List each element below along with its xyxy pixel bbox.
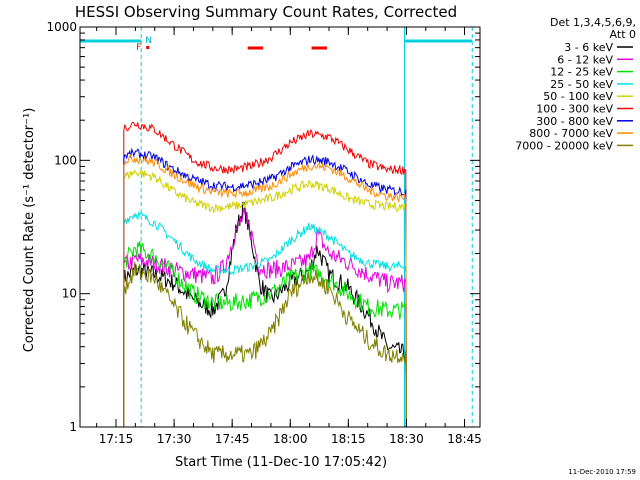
legend-subtitle: Att 0 bbox=[610, 28, 636, 41]
x-tick-label: 17:15 bbox=[99, 432, 134, 446]
legend-label-6: 300 - 800 keV bbox=[536, 115, 613, 128]
y-tick-label: 1000 bbox=[46, 20, 77, 34]
legend-label-3: 25 - 50 keV bbox=[550, 78, 613, 91]
series-line-8 bbox=[123, 261, 407, 427]
timestamp: 11-Dec-2010 17:59 bbox=[568, 468, 636, 476]
flare-marker bbox=[146, 46, 150, 49]
y-axis-label: Corrected Count Rate (s⁻¹ detector⁻¹) bbox=[22, 108, 37, 353]
plot-frame bbox=[79, 26, 481, 428]
legend-label-5: 100 - 300 keV bbox=[536, 103, 613, 116]
y-tick-label: 100 bbox=[54, 153, 77, 167]
series-line-3 bbox=[123, 210, 407, 427]
chart-title: HESSI Observing Summary Count Rates, Cor… bbox=[75, 3, 457, 21]
legend-title: Det 1,3,4,5,6,9, bbox=[550, 16, 636, 29]
x-tick-label: 17:45 bbox=[215, 432, 250, 446]
data-lines bbox=[123, 121, 407, 427]
x-tick-label: 18:00 bbox=[273, 432, 308, 446]
series-line-5 bbox=[123, 121, 407, 427]
legend-label-4: 50 - 100 keV bbox=[543, 90, 613, 103]
series-line-7 bbox=[123, 153, 407, 427]
legend-label-7: 800 - 7000 keV bbox=[529, 127, 613, 140]
y-tick-label: 1 bbox=[69, 420, 77, 434]
legend-label-2: 12 - 25 keV bbox=[550, 66, 613, 79]
x-tick-label: 18:45 bbox=[447, 432, 482, 446]
flag-f-label: F bbox=[136, 43, 141, 53]
x-axis-label: Start Time (11-Dec-10 17:05:42) bbox=[175, 455, 387, 470]
x-tick-label: 18:30 bbox=[389, 432, 424, 446]
legend-label-1: 6 - 12 keV bbox=[557, 53, 613, 66]
legend-label-8: 7000 - 20000 keV bbox=[515, 139, 613, 152]
x-tick-label: 17:30 bbox=[157, 432, 192, 446]
series-line-6 bbox=[123, 147, 407, 427]
y-tick-label: 10 bbox=[62, 287, 77, 301]
series-line-4 bbox=[123, 169, 407, 427]
legend-label-0: 3 - 6 keV bbox=[564, 41, 613, 54]
series-line-2 bbox=[123, 240, 407, 427]
plot-area: FN 1 10 100 1000 17:15 17:30 17:45 18:00 18:15 18:… bbox=[46, 20, 481, 446]
flag-n-label: N bbox=[145, 36, 152, 46]
x-tick-label: 18:15 bbox=[331, 432, 366, 446]
series-line-1 bbox=[123, 207, 407, 427]
